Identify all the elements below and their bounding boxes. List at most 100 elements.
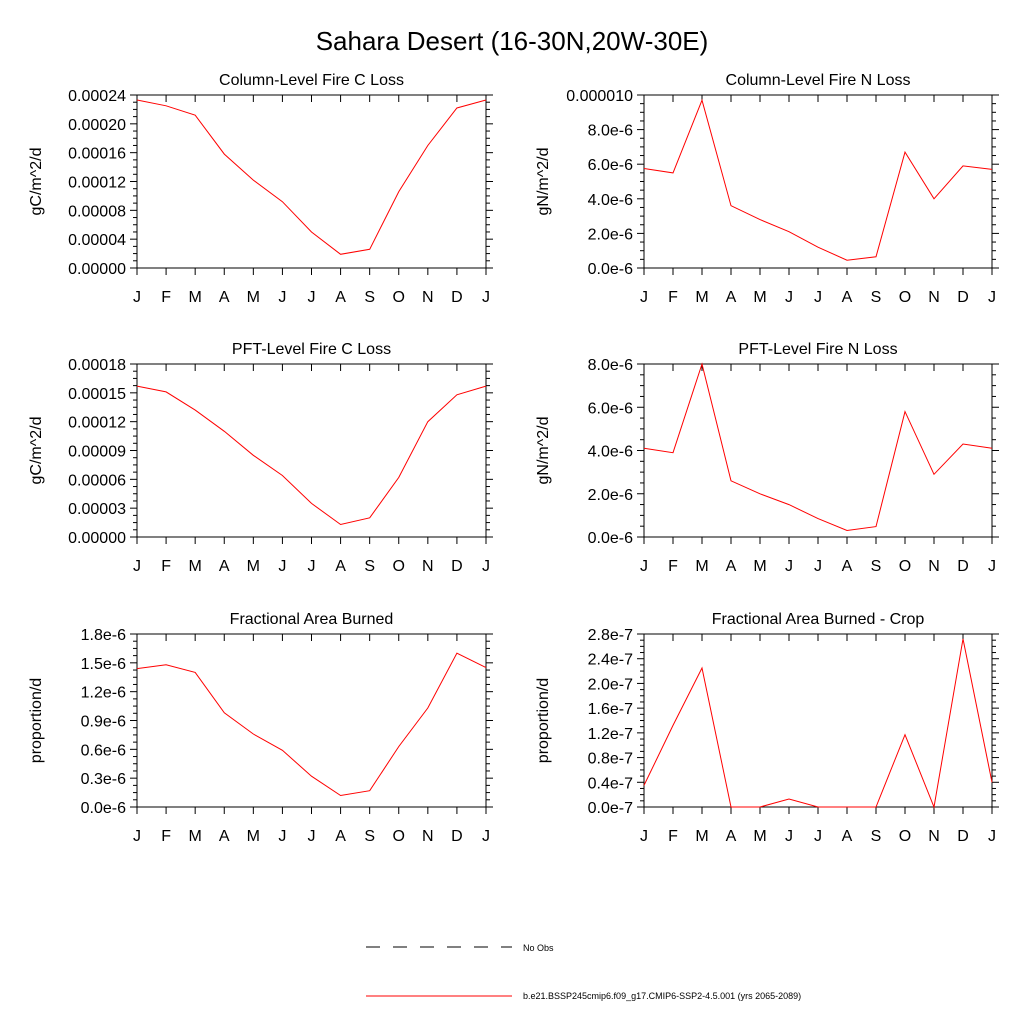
figure-title: Sahara Desert (16-30N,20W-30E) — [316, 26, 709, 56]
y-tick-label: 6.0e-6 — [588, 400, 633, 417]
data-point — [788, 797, 791, 800]
data-point — [933, 197, 936, 200]
series-line — [136, 385, 487, 526]
data-point — [817, 806, 820, 809]
x-tick-label: O — [899, 828, 911, 845]
y-tick-label: 2.8e-7 — [588, 627, 633, 644]
data-point — [165, 390, 168, 393]
data-point — [846, 529, 849, 532]
y-tick-label: 2.0e-6 — [588, 487, 633, 504]
data-point — [788, 503, 791, 506]
y-axis-label: gC/m^2/d — [28, 148, 45, 216]
x-tick-label: J — [785, 289, 793, 306]
x-tick-label: A — [726, 558, 737, 575]
data-point — [194, 671, 197, 674]
y-axis-label: proportion/d — [28, 678, 45, 763]
x-tick-label: N — [422, 289, 434, 306]
data-point — [223, 153, 226, 156]
data-point — [339, 523, 342, 526]
chart-title: PFT-Level Fire N Loss — [738, 341, 897, 358]
series-line — [136, 99, 487, 255]
x-tick-label: M — [247, 558, 260, 575]
y-tick-label: 8.0e-6 — [588, 123, 633, 140]
series-line — [136, 652, 487, 797]
x-tick-label: F — [668, 289, 678, 306]
x-tick-label: M — [247, 828, 260, 845]
data-point — [962, 637, 965, 640]
y-tick-label: 1.5e-6 — [81, 656, 126, 673]
data-point — [759, 218, 762, 221]
data-point — [730, 479, 733, 482]
data-point — [281, 200, 284, 203]
data-point — [223, 430, 226, 433]
y-tick-label: 0.0e-6 — [81, 800, 126, 817]
x-tick-label: O — [393, 828, 405, 845]
x-tick-label: J — [133, 558, 141, 575]
data-point — [397, 476, 400, 479]
chart-panel: Column-Level Fire C Loss gC/m^2/d 0.00000 0… — [28, 72, 493, 306]
data-point — [672, 724, 675, 727]
chart-title: PFT-Level Fire C Loss — [232, 341, 391, 358]
y-tick-label: 4.0e-6 — [588, 444, 633, 461]
data-point — [875, 806, 878, 809]
plot-frame — [643, 633, 993, 808]
data-point — [485, 385, 488, 388]
data-point — [846, 259, 849, 262]
x-tick-label: M — [753, 558, 766, 575]
data-point — [672, 171, 675, 174]
x-tick-label: A — [726, 289, 737, 306]
x-tick-label: J — [278, 558, 286, 575]
series-line — [643, 638, 993, 809]
data-point — [875, 255, 878, 258]
data-point — [701, 99, 704, 102]
data-point — [643, 167, 646, 170]
data-point — [194, 409, 197, 412]
x-tick-label: O — [899, 289, 911, 306]
x-tick-label: J — [278, 289, 286, 306]
x-tick-label: N — [928, 558, 940, 575]
y-tick-label: 0.00016 — [68, 146, 126, 163]
data-point — [991, 447, 994, 450]
series-line — [643, 98, 993, 261]
data-point — [281, 474, 284, 477]
data-point — [991, 168, 994, 171]
x-tick-label: A — [842, 289, 853, 306]
x-tick-label: J — [988, 289, 996, 306]
x-tick-label: J — [133, 289, 141, 306]
x-tick-label: S — [364, 828, 375, 845]
data-point — [368, 789, 371, 792]
data-point — [136, 667, 139, 670]
data-point — [165, 663, 168, 666]
x-tick-label: O — [393, 558, 405, 575]
chart-title: Fractional Area Burned — [230, 611, 394, 628]
y-tick-label: 0.00004 — [68, 232, 126, 249]
data-point — [788, 230, 791, 233]
x-tick-label: J — [482, 558, 490, 575]
data-point — [397, 745, 400, 748]
data-point — [933, 806, 936, 809]
x-tick-label: F — [668, 558, 678, 575]
chart-panel: PFT-Level Fire C Loss gC/m^2/d 0.00000 0.00… — [28, 341, 493, 575]
plot-frame — [643, 363, 993, 538]
data-point — [281, 749, 284, 752]
x-tick-label: J — [785, 558, 793, 575]
x-tick-label: M — [753, 289, 766, 306]
data-point — [817, 517, 820, 520]
x-tick-label: S — [871, 289, 882, 306]
data-point — [339, 253, 342, 256]
data-point — [310, 230, 313, 233]
data-point — [252, 179, 255, 182]
x-tick-label: A — [842, 558, 853, 575]
y-tick-label: 0.0e-6 — [588, 530, 633, 547]
y-axis-label: gN/m^2/d — [535, 148, 552, 216]
data-point — [310, 775, 313, 778]
data-point — [846, 806, 849, 809]
x-tick-label: D — [451, 558, 463, 575]
y-tick-label: 0.00000 — [68, 530, 126, 547]
data-point — [223, 711, 226, 714]
x-tick-label: A — [219, 828, 230, 845]
x-tick-label: D — [957, 828, 969, 845]
x-tick-label: A — [335, 828, 346, 845]
x-tick-label: A — [219, 558, 230, 575]
x-tick-label: J — [482, 289, 490, 306]
